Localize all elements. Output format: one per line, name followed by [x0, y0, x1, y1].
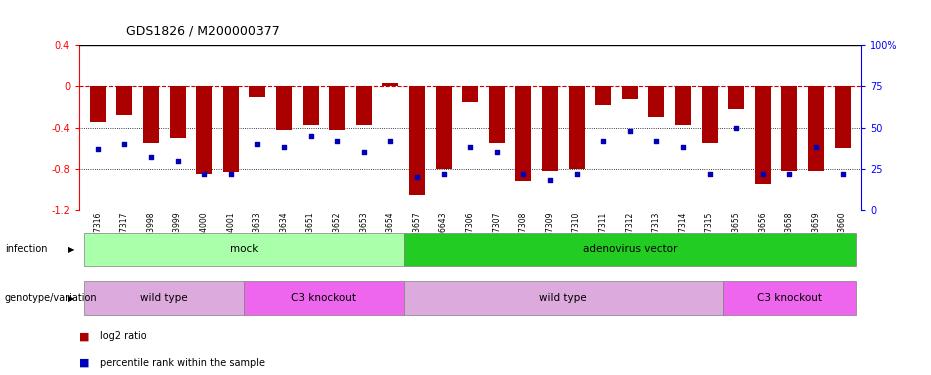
Text: ▶: ▶: [68, 294, 74, 303]
Point: [702, 171, 717, 177]
Point: [543, 177, 558, 183]
Bar: [728, 86, 744, 109]
Text: log2 ratio: log2 ratio: [100, 331, 146, 341]
Point: [729, 124, 744, 130]
Point: [676, 144, 691, 150]
Point: [436, 171, 451, 177]
Bar: [356, 86, 371, 125]
Point: [170, 158, 185, 164]
Point: [516, 171, 531, 177]
Text: C3 knockout: C3 knockout: [757, 293, 822, 303]
Text: C3 knockout: C3 knockout: [291, 293, 357, 303]
Bar: [595, 86, 611, 105]
Bar: [722, 281, 856, 315]
Bar: [569, 86, 585, 169]
Point: [304, 133, 318, 139]
Bar: [702, 86, 718, 143]
Point: [250, 141, 264, 147]
Bar: [250, 86, 265, 97]
Bar: [781, 86, 797, 171]
Point: [622, 128, 637, 134]
Point: [143, 154, 158, 160]
Bar: [489, 86, 505, 143]
Bar: [330, 86, 345, 130]
Point: [596, 138, 611, 144]
Point: [383, 138, 398, 144]
Bar: [143, 86, 159, 143]
Text: percentile rank within the sample: percentile rank within the sample: [100, 357, 264, 368]
Point: [117, 141, 132, 147]
Point: [569, 171, 584, 177]
Point: [223, 171, 238, 177]
Point: [808, 144, 823, 150]
Point: [90, 146, 105, 152]
Text: GDS1826 / M200000377: GDS1826 / M200000377: [126, 24, 279, 38]
Bar: [542, 86, 558, 171]
Point: [330, 138, 344, 144]
Text: ▶: ▶: [68, 245, 74, 254]
Text: wild type: wild type: [141, 293, 188, 303]
Bar: [303, 86, 318, 125]
Text: infection: infection: [5, 244, 47, 254]
Bar: [755, 86, 771, 184]
Bar: [89, 86, 106, 122]
Bar: [116, 86, 132, 115]
Text: adenovirus vector: adenovirus vector: [583, 244, 677, 254]
Bar: [462, 86, 479, 102]
Point: [196, 171, 211, 177]
Text: mock: mock: [230, 244, 258, 254]
Point: [410, 174, 425, 180]
Text: genotype/variation: genotype/variation: [5, 293, 97, 303]
Bar: [675, 86, 691, 125]
Bar: [196, 86, 212, 174]
Bar: [85, 281, 244, 315]
Bar: [244, 281, 404, 315]
Bar: [223, 86, 238, 172]
Point: [463, 144, 478, 150]
Bar: [622, 86, 638, 99]
Point: [649, 138, 664, 144]
Text: ■: ■: [79, 357, 89, 368]
Bar: [516, 86, 532, 181]
Point: [835, 171, 850, 177]
Bar: [808, 86, 824, 171]
Point: [755, 171, 770, 177]
Bar: [85, 232, 404, 266]
Point: [782, 171, 797, 177]
Point: [490, 149, 505, 155]
Bar: [276, 86, 292, 130]
Bar: [648, 86, 665, 117]
Text: ■: ■: [79, 331, 89, 341]
Bar: [834, 86, 851, 148]
Bar: [404, 281, 722, 315]
Point: [357, 149, 371, 155]
Bar: [404, 232, 856, 266]
Bar: [169, 86, 185, 138]
Bar: [409, 86, 425, 195]
Bar: [436, 86, 452, 169]
Text: wild type: wild type: [539, 293, 587, 303]
Bar: [383, 83, 398, 86]
Point: [277, 144, 291, 150]
